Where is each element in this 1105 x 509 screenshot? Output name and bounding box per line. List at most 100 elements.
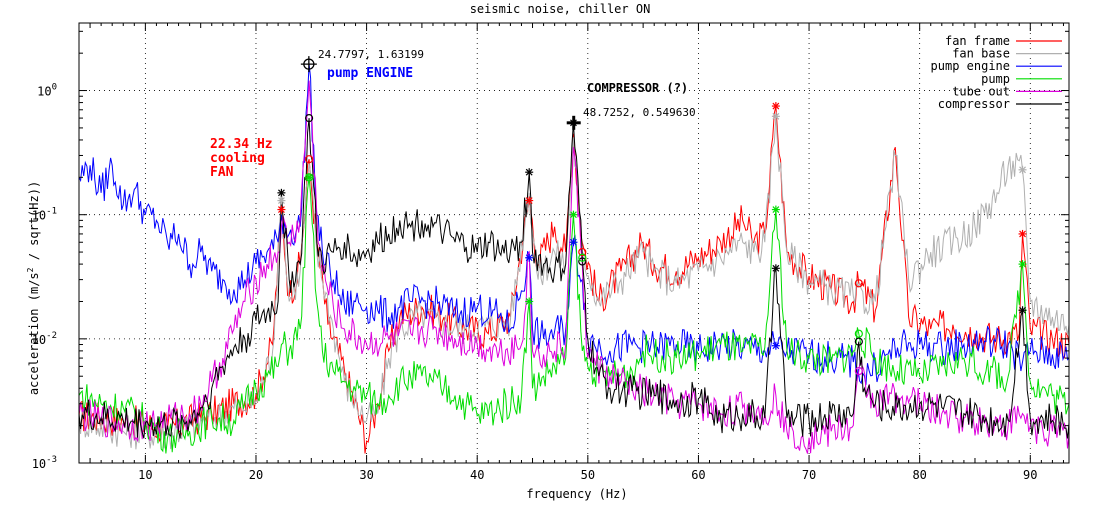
- cursor-marker: [300, 56, 317, 73]
- fan-annotation-line-3: FAN: [210, 165, 234, 180]
- peak-asterisk-stroke: [525, 197, 533, 204]
- peak-asterisk-stroke: [772, 112, 780, 120]
- y-tick-label: 10-3: [32, 455, 57, 471]
- peak-circle-marker: [304, 113, 314, 123]
- peak-asterisk-stroke: [305, 173, 313, 181]
- peak-circle-marker: [578, 247, 587, 257]
- axis-layer: [78, 22, 1070, 464]
- peak-asterisk-marker: [771, 102, 780, 111]
- legend-label: pump engine: [931, 59, 1010, 73]
- peak-asterisk-stroke: [772, 102, 780, 110]
- x-tick-label: 80: [912, 468, 926, 482]
- series-layer: [78, 64, 1070, 454]
- peak-asterisk-stroke: [1019, 166, 1026, 174]
- series-line-pump-engine: [78, 64, 1070, 385]
- y-tick-label-exp: -2: [46, 331, 57, 341]
- peak-asterisk-stroke: [1019, 306, 1026, 314]
- peak-asterisk-marker: [771, 264, 780, 273]
- pump-engine-cursor-readout: 24.7797, 1.63199: [318, 48, 424, 61]
- series-line-fan-frame: [78, 105, 1070, 454]
- peak-asterisk-stroke: [1019, 230, 1026, 238]
- peak-circle-marker: [304, 155, 314, 164]
- y-tick-label-exp: 0: [52, 83, 57, 93]
- peak-asterisk-marker: [525, 168, 534, 177]
- fan-annotation-line-1: 22.34 Hz: [210, 137, 273, 152]
- peak-asterisk-marker: [771, 205, 780, 214]
- peak-circle-marker: [854, 279, 863, 288]
- peak-asterisk-marker: [277, 205, 286, 214]
- x-tick-label: 60: [691, 468, 705, 482]
- peak-asterisk-stroke: [570, 211, 577, 219]
- y-axis-label: acceleration (m/s2 / sqrt(Hz)): [26, 181, 41, 395]
- legend-label: compressor: [938, 97, 1010, 111]
- y-axis-label-base: acceleration (m/s: [27, 272, 41, 395]
- peak-asterisk-marker: [569, 238, 578, 247]
- peak-circle-marker: [854, 337, 863, 346]
- x-tick-label: 10: [138, 468, 152, 482]
- peak-asterisk-marker: [569, 210, 578, 219]
- series-line-pump: [78, 177, 1070, 454]
- peak-asterisk-marker: [277, 188, 286, 197]
- peak-asterisk-marker: [277, 196, 286, 205]
- y-tick-label-base: 10: [32, 457, 46, 471]
- compressor-cursor-readout: 48.7252, 0.549630: [583, 106, 696, 119]
- x-tick-label: 20: [249, 468, 263, 482]
- peak-circle-marker: [304, 173, 314, 182]
- y-tick-label-exp: -3: [46, 455, 57, 465]
- legend-label: fan base: [952, 47, 1010, 61]
- legend-label: pump: [981, 72, 1010, 86]
- pump-engine-annotation: pump ENGINE: [327, 66, 413, 81]
- peak-asterisk-marker: [525, 196, 534, 205]
- peak-circle-marker: [854, 366, 863, 376]
- y-tick-label: 10-2: [32, 331, 57, 347]
- peak-asterisk-stroke: [772, 206, 780, 213]
- y-axis-label-sup: 2: [26, 267, 35, 272]
- peak-asterisk-marker: [525, 253, 534, 262]
- peak-asterisk-marker: [1018, 260, 1027, 269]
- y-tick-label: 10-1: [32, 207, 57, 223]
- peak-circle-marker: [578, 253, 587, 262]
- peak-circle-marker: [578, 257, 587, 266]
- peak-asterisk-stroke: [525, 254, 533, 262]
- series-line-compressor: [78, 118, 1070, 439]
- series-line-fan-base: [78, 116, 1070, 450]
- y-tick-label-base: 10: [32, 333, 46, 347]
- peak-asterisk-marker: [1018, 306, 1027, 315]
- marker-layer: [277, 56, 1027, 376]
- peak-asterisk-stroke: [525, 298, 533, 305]
- cursor-marker: [566, 115, 581, 130]
- peak-asterisk-marker: [1018, 229, 1027, 238]
- legend-label: tube out: [952, 84, 1010, 98]
- peak-asterisk-stroke: [570, 238, 577, 246]
- chart-title: seismic noise, chiller ON: [470, 2, 651, 16]
- y-tick-label-base: 10: [32, 209, 46, 223]
- peak-asterisk-marker: [305, 173, 314, 182]
- y-tick-label: 100: [37, 83, 57, 99]
- y-tick-label-base: 10: [37, 85, 51, 99]
- peak-asterisk-marker: [1018, 165, 1027, 174]
- peak-circle-marker: [854, 329, 863, 338]
- peak-asterisk-stroke: [525, 168, 533, 176]
- y-tick-label-exp: -1: [46, 207, 57, 217]
- peak-asterisk-stroke: [278, 206, 285, 213]
- x-tick-label: 70: [802, 468, 816, 482]
- x-tick-label: 50: [581, 468, 595, 482]
- peak-asterisk-marker: [525, 297, 534, 306]
- peak-asterisk-stroke: [1019, 260, 1026, 268]
- annotation-layer: 22.34 Hz cooling FAN pump ENGINE COMPRES…: [210, 48, 696, 180]
- plot-frame: [78, 22, 1070, 464]
- peak-asterisk-stroke: [278, 197, 285, 204]
- peak-asterisk-marker: [771, 341, 780, 350]
- x-tick-label: 40: [470, 468, 484, 482]
- peak-asterisk-marker: [771, 112, 780, 121]
- y-axis-label-end: / sqrt(Hz)): [27, 181, 41, 268]
- peak-asterisk-stroke: [278, 189, 285, 197]
- x-tick-label: 30: [359, 468, 373, 482]
- compressor-annotation: COMPRESSOR (?): [587, 81, 688, 95]
- series-line-tube-out: [78, 80, 1070, 454]
- peak-asterisk-stroke: [772, 264, 780, 272]
